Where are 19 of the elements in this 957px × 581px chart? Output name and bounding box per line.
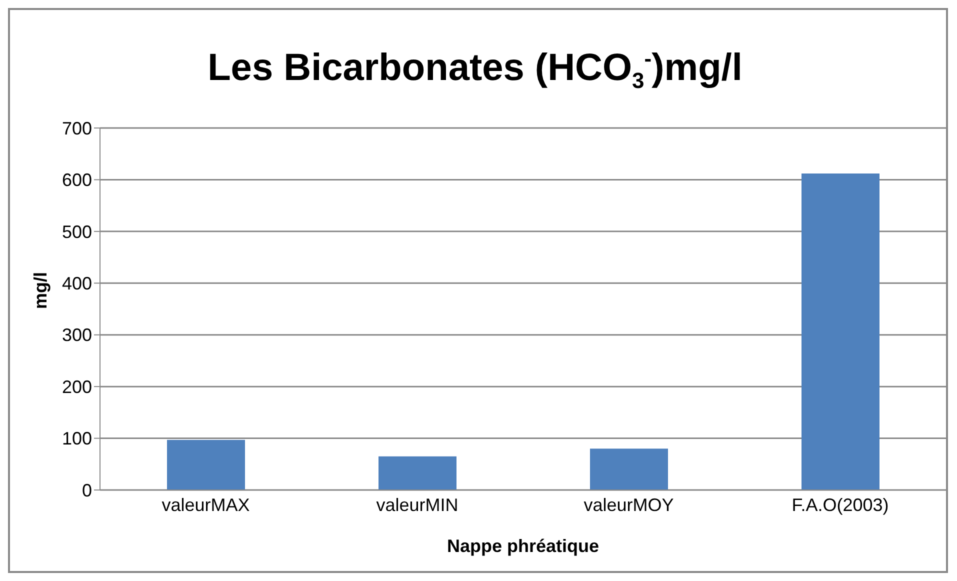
x-tick-label: valeurMAX xyxy=(162,494,250,515)
chart-title: Les Bicarbonates (HCO$_{3}$$^{-}$)mg/l xyxy=(208,46,742,93)
bar xyxy=(378,456,456,490)
y-tick-label: 700 xyxy=(62,118,92,138)
x-axis-title: Nappe phréatique xyxy=(446,536,600,556)
bar xyxy=(167,440,245,490)
y-tick-label: 200 xyxy=(62,376,92,397)
y-tick-label: 600 xyxy=(62,170,92,190)
y-tick-label: 100 xyxy=(62,428,92,449)
bar xyxy=(590,448,668,490)
y-tick-label: 500 xyxy=(62,222,92,242)
y-tick-label: 400 xyxy=(62,274,92,294)
y-tick-label: 0 xyxy=(82,480,92,500)
x-tick-label: valeurMIN xyxy=(376,494,458,515)
x-tick-label: valeurMOY xyxy=(584,494,674,515)
x-tick-label: F.A.O(2003) xyxy=(792,494,889,515)
bar xyxy=(802,174,880,490)
y-tick-label: 300 xyxy=(62,325,92,346)
y-axis-title: mg/l xyxy=(30,272,50,309)
